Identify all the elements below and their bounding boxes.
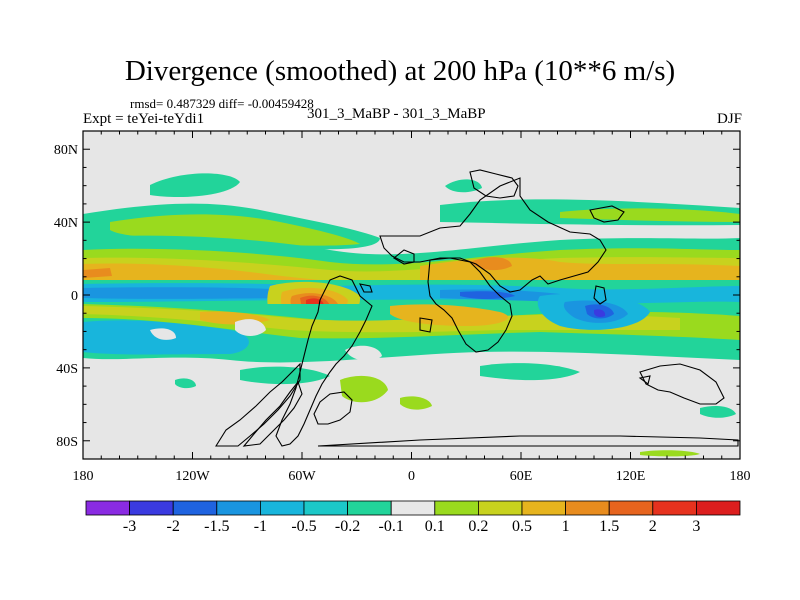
contour-band (83, 268, 112, 278)
x-tick-label: 180 (73, 469, 94, 484)
contour-band (640, 450, 700, 457)
contour-band (83, 287, 320, 299)
contour-band (175, 378, 196, 389)
colorbar-level-label: 0.1 (424, 518, 445, 535)
contour-field (83, 173, 740, 457)
colorbar-box (477, 500, 523, 516)
y-tick-label: 40N (54, 216, 78, 231)
contour-band (83, 263, 320, 280)
x-tick-label: 180 (730, 469, 751, 484)
colorbar-level-label: -1.5 (204, 518, 230, 535)
x-tick-label: 0 (408, 469, 415, 484)
contour-band (235, 319, 266, 336)
colorbar-box (390, 500, 436, 516)
colorbar-box (259, 500, 305, 516)
contour-band (560, 208, 740, 222)
y-tick-label: 80S (56, 435, 78, 450)
landmass-outline (215, 362, 301, 447)
landmass-outline (242, 380, 303, 447)
landmass-outline (639, 363, 725, 405)
subtitle: 301_3_MaBP - 301_3_MaBP (307, 106, 486, 122)
colorbar-box (216, 500, 261, 516)
colorbar-box (608, 500, 654, 516)
landmass-outline (359, 283, 373, 293)
contour-band (150, 328, 176, 340)
contour-band (400, 396, 432, 410)
landmass-outline (313, 391, 353, 425)
landmass-outline (469, 169, 519, 199)
y-tick-label: 40S (56, 362, 78, 377)
colorbar-box (652, 500, 697, 516)
colorbar-box (434, 500, 479, 516)
colorbar-level-label: -2 (166, 518, 180, 535)
colorbar-level-label: -1 (253, 518, 268, 535)
colorbar-level-label: 2 (648, 518, 657, 535)
axes: 180 120W 60W 0 60E 120E 180 80N 40N 0 40S 80S (54, 131, 751, 484)
stats-text: rmsd= 0.487329 diff= -0.00459428 (130, 96, 314, 111)
colorbar-level-label: -3 (122, 518, 137, 535)
landmass-outline (379, 177, 607, 293)
colorbar-boxes (85, 500, 741, 516)
colorbar-box (521, 500, 566, 516)
landmass-outline (393, 249, 415, 265)
landmass-outline (593, 285, 607, 305)
continent-outlines (215, 169, 739, 447)
colorbar-box (85, 500, 130, 516)
landmass-outline (275, 275, 373, 447)
landmass-outline (589, 205, 625, 223)
colorbar-level-label: -0.2 (334, 518, 361, 535)
contour-band (700, 406, 736, 418)
colorbar-level-label: 0.2 (468, 518, 489, 535)
landmass-outline (419, 317, 433, 333)
landmass-outline (427, 257, 513, 353)
x-tick-label: 120W (175, 469, 210, 484)
experiment-label: Expt = teYei-teYdi1 (83, 111, 205, 127)
season-label: DJF (716, 111, 742, 127)
colorbar-level-label: -0.1 (378, 518, 404, 535)
colorbar-level-label: -0.5 (291, 518, 317, 535)
colorbar-box (129, 500, 174, 516)
contour-band (83, 306, 680, 333)
contour-band (340, 375, 388, 403)
x-tick-label: 60E (510, 469, 533, 484)
x-tick-label: 120E (616, 469, 646, 484)
x-tick-label: 60W (288, 469, 316, 484)
landmass-outline (638, 375, 651, 385)
colorbar-box (347, 500, 392, 516)
contour-band (150, 173, 240, 198)
y-tick-label: 0 (71, 289, 78, 304)
contour-band (480, 363, 580, 381)
colorbar-box (303, 500, 348, 516)
contour-band (240, 366, 330, 385)
colorbar-level-label: 0.5 (512, 518, 532, 535)
colorbar-box (565, 500, 610, 516)
colorbar-level-label: 3 (692, 518, 701, 535)
colorbar-level-label: 1.5 (599, 518, 620, 535)
colorbar-level-label: 1 (561, 518, 570, 535)
landmass-outline (317, 435, 739, 447)
colorbar-box (696, 500, 741, 516)
contour-band (594, 309, 606, 317)
contour-band (345, 345, 382, 361)
chart-title: Divergence (smoothed) at 200 hPa (10**6 … (124, 55, 676, 87)
colorbar-box (172, 500, 218, 516)
y-tick-label: 80N (54, 143, 78, 158)
